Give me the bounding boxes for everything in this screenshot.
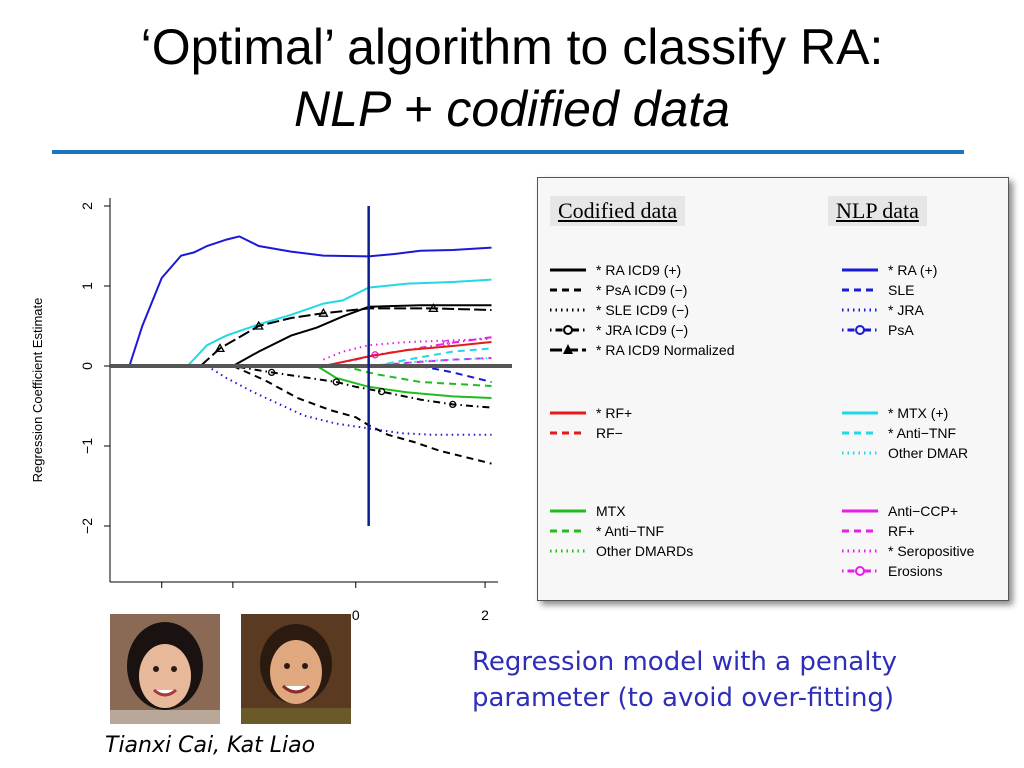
- series-point: [318, 307, 329, 317]
- person-photo-icon: [241, 614, 351, 724]
- series-point: [214, 343, 226, 353]
- legend-swatch: [842, 411, 878, 415]
- legend-label: Other DMARDs: [596, 543, 694, 559]
- series-line: [342, 365, 492, 387]
- series-line: [316, 365, 492, 399]
- series-line: [232, 365, 492, 465]
- caption-line1: Regression model with a penalty: [472, 647, 898, 677]
- legend-swatch: [842, 529, 878, 533]
- y-axis-label: Regression Coefficient Estimate: [30, 298, 45, 483]
- legend-swatch: [550, 411, 586, 415]
- legend-swatch: [842, 509, 878, 513]
- legend-label: * MTX (+): [888, 405, 949, 421]
- legend-label: * RA (+): [888, 262, 938, 278]
- legend-swatch: [842, 325, 878, 335]
- person-photo-1: [110, 614, 220, 724]
- legend-swatch: [842, 308, 878, 312]
- x-tick-label: 0: [352, 607, 360, 620]
- legend-swatch: [550, 325, 586, 335]
- legend-swatch: [550, 308, 586, 312]
- y-tick-label: 2: [79, 202, 95, 210]
- series-point: [449, 400, 457, 409]
- series-point: [332, 378, 340, 386]
- legend-label: * RF+: [596, 405, 633, 421]
- caption-line2: parameter (to avoid over-fitting): [472, 683, 895, 713]
- series-line: [420, 365, 492, 383]
- legend-label: Anti−CCP+: [888, 503, 959, 519]
- series-line: [232, 304, 492, 367]
- series-line: [323, 337, 492, 361]
- legend-swatch: [550, 288, 586, 292]
- legend-label: * RA ICD9 (+): [596, 262, 682, 278]
- legend-swatch: [550, 431, 586, 435]
- legend-label: PsA: [888, 322, 914, 338]
- series-line: [381, 357, 492, 367]
- legend-group-header: Codified data: [550, 196, 686, 226]
- series-line: [368, 357, 492, 367]
- title-divider: [52, 150, 964, 154]
- person-photo-icon: [110, 614, 220, 724]
- caption-text: Regression model with a penalty paramete…: [472, 644, 897, 716]
- series-line: [232, 365, 492, 409]
- slide-title-line1: ‘Optimal’ algorithm to classify RA:: [140, 19, 884, 75]
- legend-swatch: [842, 268, 878, 272]
- regression-path-chart: −2 −1 0 1 2 0 2 Regression Coefficient Estimate: [30, 198, 512, 620]
- legend-label: Erosions: [888, 563, 943, 579]
- legend-swatch: [842, 431, 878, 435]
- legend-swatch: [550, 509, 586, 513]
- series-point: [253, 320, 264, 330]
- legend-swatch: [550, 549, 586, 553]
- y-tick-label: −1: [79, 438, 95, 454]
- series-point: [377, 387, 386, 396]
- series-line: [186, 278, 492, 367]
- legend-swatch: [550, 268, 586, 272]
- legend-swatch: [842, 566, 878, 576]
- y-tick-label: 1: [79, 282, 95, 290]
- legend-label: Other DMAR: [888, 445, 969, 461]
- legend-label: RF−: [596, 425, 623, 441]
- legend-label: * PsA ICD9 (−): [596, 282, 688, 298]
- series-line: [374, 347, 492, 367]
- legend-swatch: [842, 288, 878, 292]
- legend-group-header: NLP data: [828, 196, 927, 226]
- legend-label: * Seropositive: [888, 543, 975, 559]
- legend-swatch: [550, 529, 586, 533]
- legend-swatch: [842, 451, 878, 455]
- series-line: [323, 341, 492, 367]
- legend-label: * Anti−TNF: [596, 523, 665, 539]
- series-point: [428, 303, 439, 313]
- legend-label: * JRA: [888, 302, 924, 318]
- legend-label: SLE: [888, 282, 915, 298]
- person-photo-2: [241, 614, 351, 724]
- legend-label: * RA ICD9 Normalized: [596, 342, 735, 358]
- series-line: [206, 365, 492, 436]
- people-names: Tianxi Cai, Kat Liao: [105, 733, 316, 758]
- series-point: [268, 368, 276, 377]
- slide-title-line2: NLP + codified data: [294, 81, 730, 137]
- x-tick-label: 2: [481, 607, 489, 620]
- legend-label: * JRA ICD9 (−): [596, 322, 689, 338]
- legend-label: RF+: [888, 523, 915, 539]
- legend-label: * Anti−TNF: [888, 425, 957, 441]
- series-line: [128, 235, 492, 367]
- series-line: [199, 307, 492, 367]
- legend-label: MTX: [596, 503, 626, 519]
- legend-swatch: [842, 549, 878, 553]
- chart-legend: Codified data * RA ICD9 (+) * PsA ICD9 (−)…: [537, 177, 1009, 601]
- y-tick-label: −2: [79, 518, 95, 534]
- y-tick-label: 0: [79, 362, 95, 370]
- legend-label: * SLE ICD9 (−): [596, 302, 689, 318]
- legend-swatch: [550, 344, 586, 354]
